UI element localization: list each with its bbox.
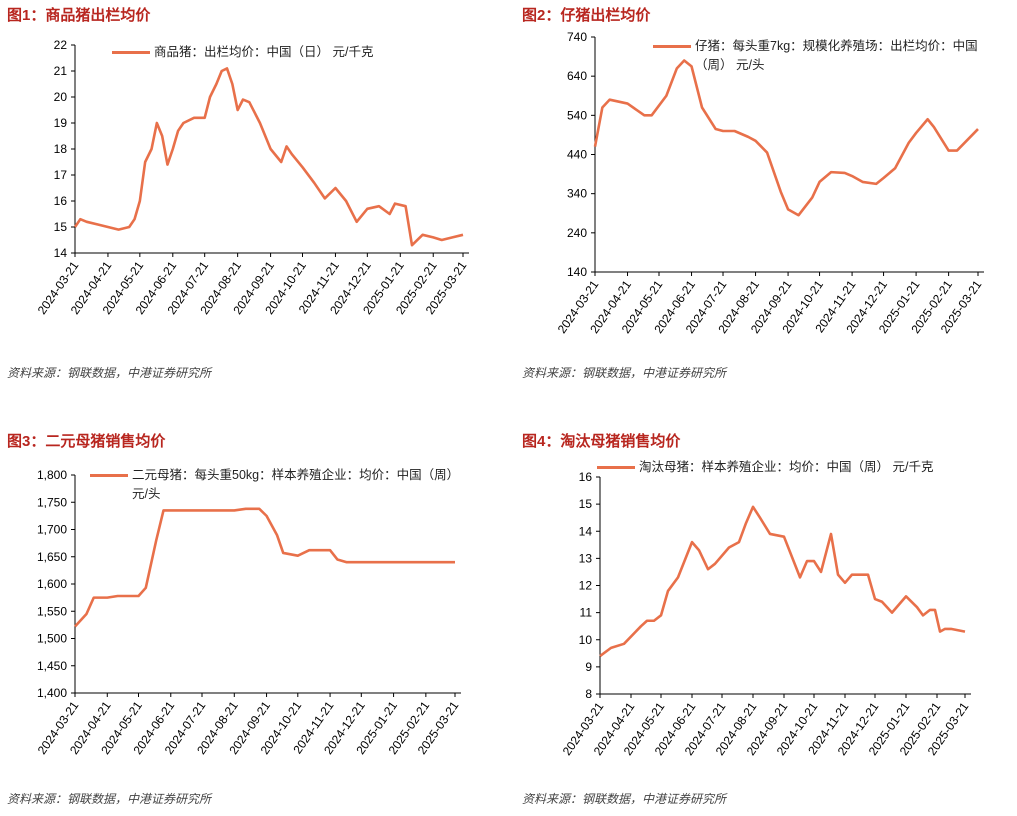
series-line <box>74 507 455 628</box>
y-tick-label: 1,700 <box>37 523 67 537</box>
y-tick-label: 14 <box>579 524 593 538</box>
legend: 二元母猪：每头重50kg：样本养殖企业：均价：中国（周） 元/头 <box>90 466 470 504</box>
legend: 商品猪：出栏均价：中国（日） 元/千克 <box>112 43 412 62</box>
y-tick-label: 10 <box>579 633 593 647</box>
y-tick-label: 1,800 <box>37 468 67 482</box>
y-tick-label: 9 <box>585 660 592 674</box>
chart-panel: 图1：商品猪出栏均价资料来源：钢联数据，中港证券研究所 14 15 16 17 18 19 2… <box>5 0 500 390</box>
legend-label: 二元母猪：每头重50kg：样本养殖企业：均价：中国（周） 元/头 <box>132 468 460 501</box>
y-tick-label: 8 <box>585 687 592 701</box>
y-tick-label: 16 <box>579 470 593 484</box>
y-tick-label: 140 <box>567 265 587 279</box>
y-tick-label: 440 <box>567 148 587 162</box>
chart: 89101112131415162024-03-212024-04-212024… <box>560 470 972 758</box>
y-tick-label: 1,600 <box>37 577 67 591</box>
y-tick-label: 1,550 <box>37 604 67 618</box>
chart-panel: 图3：二元母猪销售均价 资料来源：钢联数据，中港证券研究所 1,400 1,450 1,… <box>5 426 500 816</box>
y-tick-label: 1,450 <box>37 659 67 673</box>
legend-label: 淘汰母猪：样本养殖企业：均价：中国（周） 元/千克 <box>639 460 934 474</box>
chart-title: 图4：淘汰母猪销售均价 <box>522 433 681 450</box>
y-tick-label: 540 <box>567 108 587 122</box>
chart-title: 图1：商品猪出栏均价 <box>7 7 151 24</box>
legend-swatch <box>112 51 150 54</box>
y-tick-label: 16 <box>54 194 68 208</box>
y-tick-label: 18 <box>54 142 68 156</box>
chart-panel: 图2：仔猪出栏均价资料来源：钢联数据，中港证券研究所 140 240 340 440 54… <box>520 0 1015 390</box>
legend-label: 商品猪：出栏均价：中国（日） 元/千克 <box>154 45 374 59</box>
legend-swatch <box>653 45 691 48</box>
y-tick-label: 15 <box>579 497 593 511</box>
y-tick-label: 740 <box>567 30 587 44</box>
y-tick-label: 1,750 <box>37 495 67 509</box>
chart-title: 图2：仔猪出栏均价 <box>522 7 651 24</box>
chart: 1402403404405406407402024-03-212024-04-2… <box>555 30 985 336</box>
source-note: 资料来源：钢联数据，中港证券研究所 <box>522 366 727 380</box>
chart: 1415161718192021222024-03-212024-04-2120… <box>35 38 470 317</box>
y-tick-label: 640 <box>567 69 587 83</box>
legend: 淘汰母猪：样本养殖企业：均价：中国（周） 元/千克 <box>597 458 977 477</box>
y-tick-label: 1,650 <box>37 550 67 564</box>
y-tick-label: 340 <box>567 187 587 201</box>
y-tick-label: 22 <box>54 38 68 52</box>
source-note: 资料来源：钢联数据，中港证券研究所 <box>522 792 727 806</box>
chart: 1,400 1,450 1,500 1,550 1,600 1,650 1,700 1,750… <box>35 468 462 757</box>
y-tick-label: 19 <box>54 116 68 130</box>
series-line <box>599 505 966 658</box>
source-note: 资料来源：钢联数据，中港证券研究所 <box>7 366 212 380</box>
legend-swatch <box>597 466 635 469</box>
series-line <box>593 59 979 217</box>
y-tick-label: 15 <box>54 220 68 234</box>
y-tick-label: 14 <box>54 246 68 260</box>
y-tick-label: 11 <box>580 606 593 620</box>
legend-label: 仔猪：每头重7kg：规模化养殖场：出栏均价：中国（周） 元/头 <box>695 39 978 72</box>
y-tick-label: 20 <box>54 90 68 104</box>
y-tick-label: 13 <box>579 551 593 565</box>
source-note: 资料来源：钢联数据，中港证券研究所 <box>7 792 212 806</box>
legend-swatch <box>90 474 128 477</box>
y-tick-label: 1,400 <box>37 686 67 700</box>
y-tick-label: 17 <box>54 168 68 182</box>
chart-panel: 图4：淘汰母猪销售均价资料来源：钢联数据，中港证券研究所 8 9 10 11 12 13 14… <box>520 426 1015 816</box>
series-line <box>73 67 464 247</box>
y-tick-label: 21 <box>54 64 68 78</box>
chart-title: 图3：二元母猪销售均价 <box>7 433 166 450</box>
y-tick-label: 12 <box>579 579 593 593</box>
legend: 仔猪：每头重7kg：规模化养殖场：出栏均价：中国（周） 元/头 <box>653 37 993 75</box>
y-tick-label: 1,500 <box>37 632 67 646</box>
y-tick-label: 240 <box>567 226 587 240</box>
